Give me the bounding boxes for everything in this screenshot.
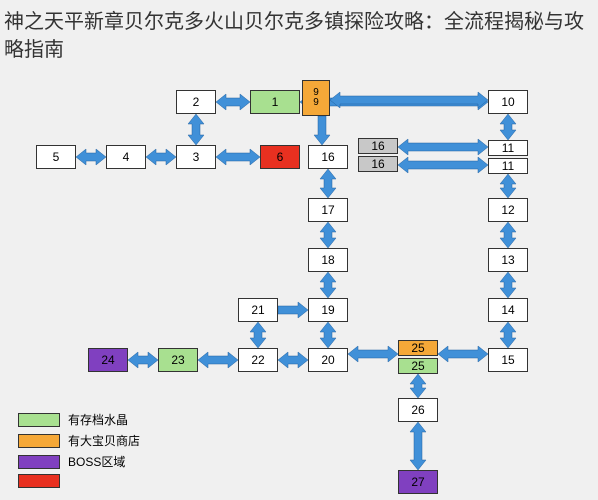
map-node-27: 27 xyxy=(398,470,438,494)
legend-item: 有大宝贝商店 xyxy=(18,432,140,449)
map-node-16b: 16 xyxy=(358,138,398,154)
map-node-14: 14 xyxy=(488,298,528,322)
map-node-20: 20 xyxy=(308,348,348,372)
map-node-25b: 25 xyxy=(398,358,438,374)
legend-item: 有存档水晶 xyxy=(18,411,140,428)
legend-label: BOSS区域 xyxy=(68,453,125,470)
legend-swatch xyxy=(18,434,60,448)
legend-label: 有存档水晶 xyxy=(68,411,128,428)
map-node-16: 16 xyxy=(308,145,348,169)
legend-label: 有大宝贝商店 xyxy=(68,432,140,449)
map-node-11: 11 xyxy=(488,140,528,156)
map-node-3: 3 xyxy=(176,145,216,169)
legend-swatch xyxy=(18,474,60,488)
map-node-19: 19 xyxy=(308,298,348,322)
map-node-26: 26 xyxy=(398,398,438,422)
legend-swatch xyxy=(18,455,60,469)
map-node-11b: 11 xyxy=(488,158,528,174)
map-node-21: 21 xyxy=(238,298,278,322)
map-node-24: 24 xyxy=(88,348,128,372)
map-node-2: 2 xyxy=(176,90,216,114)
map-node-17: 17 xyxy=(308,198,348,222)
legend-swatch xyxy=(18,413,60,427)
map-node-10: 10 xyxy=(488,90,528,114)
legend-item: BOSS区域 xyxy=(18,453,140,470)
map-node-16c: 16 xyxy=(358,156,398,172)
map-node-13: 13 xyxy=(488,248,528,272)
map-node-25: 25 xyxy=(398,340,438,356)
map-node-5: 5 xyxy=(36,145,76,169)
map-node-23: 23 xyxy=(158,348,198,372)
page-title: 神之天平新章贝尔克多火山贝尔克多镇探险攻略：全流程揭秘与攻略指南 xyxy=(0,0,598,72)
map-node-18: 18 xyxy=(308,248,348,272)
map-node-15: 15 xyxy=(488,348,528,372)
map-node-12: 12 xyxy=(488,198,528,222)
map-node-1: 1 xyxy=(250,90,300,114)
map-node-4: 4 xyxy=(106,145,146,169)
map-node-6: 6 xyxy=(260,145,300,169)
legend-item xyxy=(18,474,140,488)
legend: 有存档水晶有大宝贝商店 BOSS区域 xyxy=(18,411,140,492)
map-node-99: 9 9 xyxy=(302,80,330,116)
map-node-22: 22 xyxy=(238,348,278,372)
